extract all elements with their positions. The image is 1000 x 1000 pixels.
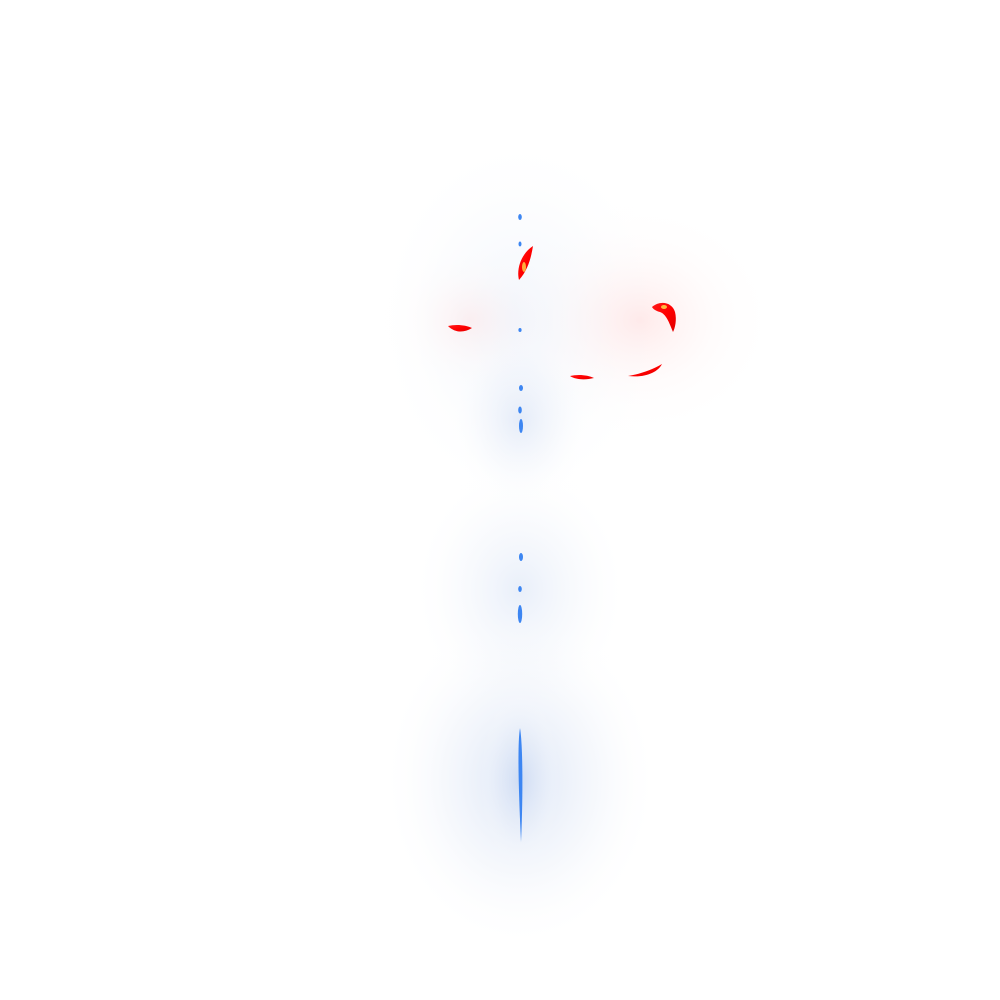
blue-dot	[518, 406, 522, 414]
red-stroke-right-hook	[652, 302, 676, 332]
blue-streak	[518, 728, 523, 842]
blue-dot	[518, 328, 522, 332]
red-stroke-core	[522, 262, 526, 272]
glow-layer	[370, 130, 780, 950]
blue-mark-layer	[517, 214, 523, 842]
red-stroke-bottom-mid	[570, 374, 594, 380]
blue-dot	[518, 241, 522, 247]
red-stroke-core	[661, 305, 667, 309]
red-stroke-top	[518, 246, 533, 280]
blue-dot	[518, 586, 522, 592]
red-stroke-bottom-right	[628, 364, 662, 377]
blue-dot	[519, 385, 523, 391]
red-stroke-left	[448, 324, 472, 332]
blue-dash	[517, 605, 523, 623]
blue-dash	[519, 419, 523, 433]
blue-dot	[518, 214, 522, 220]
blue-dot	[519, 553, 523, 561]
red-mark-layer	[448, 246, 676, 380]
